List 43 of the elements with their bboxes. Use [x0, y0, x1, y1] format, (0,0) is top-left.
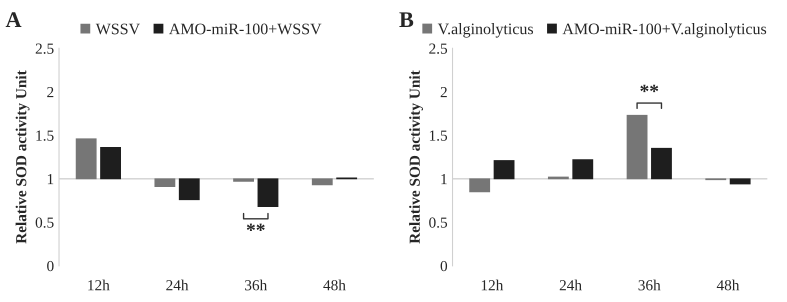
annotation: ** [246, 224, 265, 231]
chart-title: B [399, 12, 414, 28]
legend-label: AMO-miR-100+V.alginolyticus [562, 23, 766, 38]
chart-title: A [6, 12, 22, 27]
bar [626, 114, 648, 180]
bar [651, 148, 672, 180]
bar [258, 178, 278, 208]
x-tick-label: 24h [166, 280, 188, 290]
bar [100, 147, 121, 180]
x-tick-label: 48h [323, 280, 346, 290]
x-tick-label: 36h [245, 280, 268, 290]
x-tick-label: 36h [638, 280, 661, 290]
legend-label: WSSV [96, 24, 140, 34]
y-tick-label: 1 [441, 174, 447, 184]
x-tick-label: 12h [88, 280, 110, 290]
y-tick-label: 0 [47, 260, 54, 272]
y-tick-label: 0.5 [36, 217, 54, 228]
y-axis-title: Relative SOD activity Unit [16, 70, 30, 244]
legend-label: V.alginolyticus [438, 23, 534, 38]
bar [494, 160, 514, 180]
bar [572, 159, 594, 180]
bar [730, 178, 751, 184]
x-tick-label: 48h [716, 280, 740, 290]
y-tick-label: 2.5 [36, 44, 54, 54]
x-tick-label: 24h [560, 280, 582, 290]
y-axis-title: Relative SOD activity Unit [409, 70, 424, 244]
bar [233, 178, 254, 182]
bar [178, 178, 200, 200]
y-tick-label: 0 [440, 260, 448, 272]
y-tick-label: 0.5 [429, 217, 448, 228]
y-tick-label: 2.5 [429, 44, 448, 54]
bar [76, 138, 97, 180]
bar [469, 178, 490, 192]
bar [154, 178, 176, 188]
annotation: ** [640, 84, 658, 92]
y-tick-label: 2 [440, 86, 447, 98]
legend-label: AMO-miR-100+WSSV [169, 24, 322, 34]
y-tick-label: 1.5 [430, 130, 448, 141]
bar [312, 178, 333, 186]
y-tick-label: 1 [48, 174, 54, 184]
y-tick-label: 2 [47, 86, 54, 98]
x-tick-label: 12h [482, 280, 504, 290]
y-tick-label: 1.5 [36, 130, 54, 141]
